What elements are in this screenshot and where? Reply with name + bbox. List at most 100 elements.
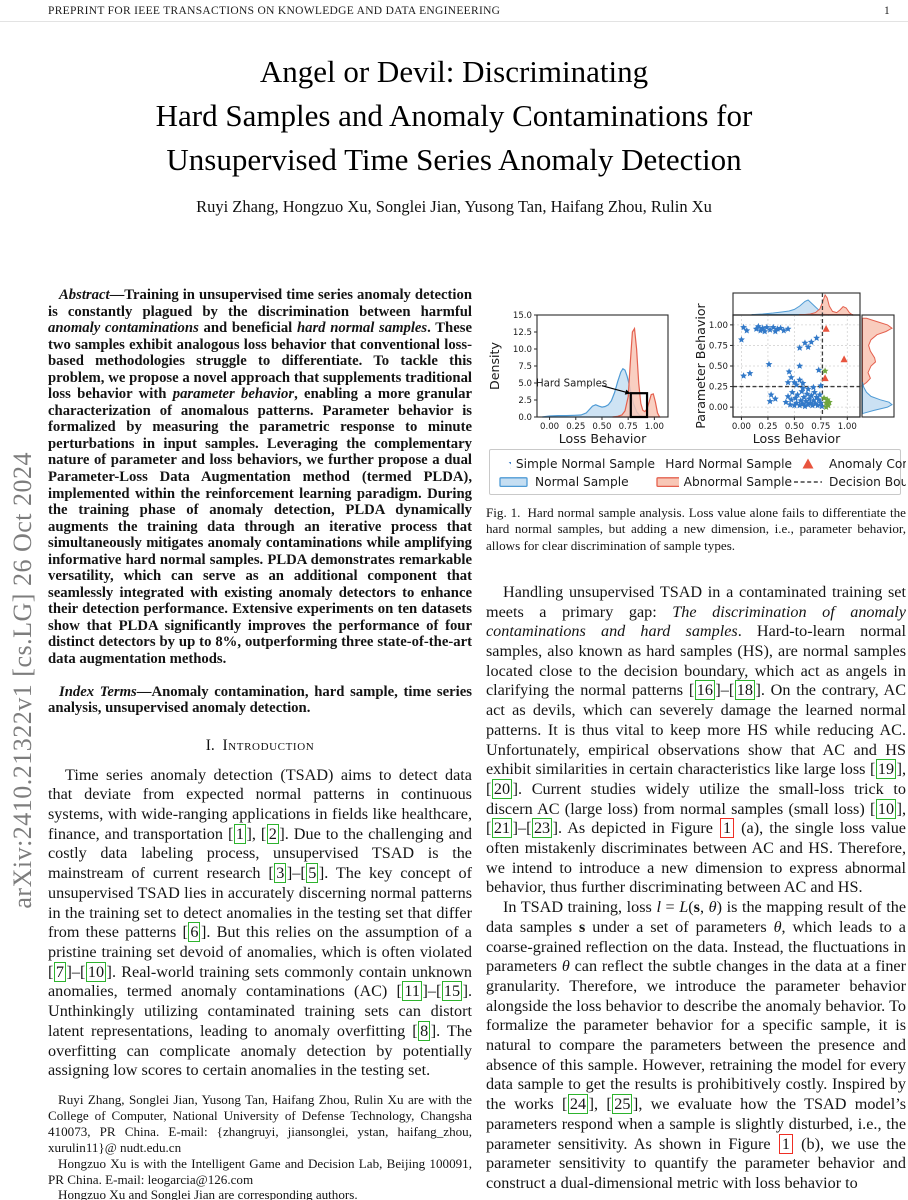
svg-text:0.50: 0.50 — [592, 422, 611, 432]
citation-ref-10[interactable]: 10 — [85, 961, 107, 982]
arxiv-watermark: arXiv:2410.21322v1 [cs.LG] 26 Oct 2024 — [4, 280, 42, 1080]
svg-text:Density: Density — [487, 342, 502, 390]
svg-text:Loss Behavior: Loss Behavior — [753, 431, 841, 446]
svg-text:2.5: 2.5 — [518, 396, 532, 406]
svg-text:0.25: 0.25 — [566, 422, 585, 432]
footnote-corresponding: Hongzuo Xu and Songlei Jian are correspo… — [58, 1187, 358, 1200]
legend-label: Anomaly Contamination — [829, 457, 906, 471]
star-icon — [655, 457, 660, 471]
legend-item-anomaly-contamination: Anomaly Contamination — [792, 457, 906, 471]
citation-ref-2[interactable]: 2 — [266, 823, 279, 844]
citation-ref-24[interactable]: 24 — [567, 1094, 589, 1115]
svg-text:7.5: 7.5 — [518, 362, 532, 372]
svg-text:0.75: 0.75 — [709, 341, 728, 351]
abstract-paragraph: Abstract—Training in unsupervised time s… — [48, 287, 473, 668]
svg-text:0.25: 0.25 — [709, 383, 728, 393]
section-title: Introduction — [222, 736, 315, 754]
citation-ref-25[interactable]: 25 — [612, 1094, 633, 1115]
citation-ref-10[interactable]: 10 — [875, 798, 897, 819]
svg-text:Hard Samples: Hard Samples — [536, 379, 607, 390]
legend-item-hard-normal-sample: Hard Normal Sample — [655, 457, 792, 471]
citation-ref-7[interactable]: 7 — [53, 961, 66, 982]
legend-label: Decision Boundary — [829, 475, 906, 489]
figure-ref-1[interactable]: 1 — [720, 818, 735, 839]
right-column: 0.00 0.25 0.50 0.75 1.00 0.0 2.5 5.0 7.5 10.0 12.5… — [486, 283, 906, 1200]
svg-text:0.0: 0.0 — [518, 413, 532, 423]
chart-density: 0.00 0.25 0.50 0.75 1.00 0.0 2.5 5.0 7.5 10.0 12.5… — [487, 311, 669, 446]
legend-label: Hard Normal Sample — [665, 457, 792, 471]
author-footnotes: Ruyi Zhang, Songlei Jian, Yusong Tan, Ha… — [48, 1092, 472, 1200]
left-column: Abstract—Training in unsupervised time s… — [48, 287, 472, 1081]
citation-ref-15[interactable]: 15 — [441, 981, 463, 1002]
index-terms-paragraph: Index Terms—Anomaly contamination, hard … — [48, 683, 472, 717]
citation-ref-19[interactable]: 19 — [875, 759, 897, 780]
patch-icon — [656, 477, 679, 488]
right-paragraph-2: In TSAD training, loss l = L(s, θ) is th… — [486, 898, 906, 1192]
legend-item-decision-boundary: Decision Boundary — [792, 475, 906, 489]
running-header: PREPRINT FOR IEEE TRANSACTIONS ON KNOWLE… — [48, 5, 890, 17]
section-number: I. — [205, 736, 215, 754]
page-number: 1 — [883, 5, 890, 17]
svg-text:0.00: 0.00 — [709, 403, 728, 413]
legend-label: Simple Normal Sample — [515, 457, 655, 471]
svg-text:1.00: 1.00 — [838, 422, 857, 432]
figure-1: 0.00 0.25 0.50 0.75 1.00 0.0 2.5 5.0 7.5 10.0 12.5… — [486, 283, 906, 497]
figure-ref-1[interactable]: 1 — [778, 1133, 793, 1154]
svg-text:0.00: 0.00 — [540, 422, 559, 432]
legend-item-abnormal-sample: Abnormal Sample — [655, 475, 792, 489]
figure-caption-text: Hard normal sample analysis. Loss value … — [486, 505, 906, 553]
figure-caption: Fig. 1. Hard normal sample analysis. Loss… — [486, 505, 906, 554]
svg-text:12.5: 12.5 — [513, 328, 532, 338]
legend-label: Abnormal Sample — [683, 475, 792, 489]
citation-ref-5[interactable]: 5 — [306, 863, 319, 884]
svg-text:0.25: 0.25 — [758, 422, 777, 432]
citation-ref-1[interactable]: 1 — [233, 823, 246, 844]
citation-ref-3[interactable]: 3 — [274, 863, 287, 884]
footnote-affiliation-1: Ruyi Zhang, Songlei Jian, Yusong Tan, Ha… — [48, 1092, 472, 1155]
svg-text:1.00: 1.00 — [709, 321, 728, 331]
citation-ref-18[interactable]: 18 — [734, 680, 755, 701]
figure-legend: Simple Normal Sample Hard Normal Sample An… — [489, 449, 906, 495]
legend-item-normal-sample: Normal Sample — [498, 475, 655, 489]
paper-title: Angel or Devil: Discriminating Hard Samp… — [60, 50, 848, 182]
running-title: PREPRINT FOR IEEE TRANSACTIONS ON KNOWLE… — [48, 5, 501, 17]
dashes-icon — [794, 481, 822, 483]
title-line-1: Angel or Devil: Discriminating — [259, 54, 649, 89]
section-heading-introduction: I. Introduction — [48, 737, 472, 755]
patch-icon — [499, 477, 528, 488]
svg-text:5.0: 5.0 — [518, 379, 532, 389]
svg-text:0.75: 0.75 — [619, 422, 638, 432]
svg-text:Parameter Behavior: Parameter Behavior — [693, 302, 708, 428]
legend-item-simple-normal-sample: Simple Normal Sample — [498, 457, 655, 471]
svg-text:0.00: 0.00 — [732, 422, 751, 432]
triangle-icon — [802, 458, 814, 469]
svg-text:0.75: 0.75 — [811, 422, 830, 432]
footnote-affiliation-2: Hongzuo Xu is with the Intelligent Game … — [48, 1155, 472, 1187]
citation-ref-20[interactable]: 20 — [491, 778, 513, 799]
svg-text:0.50: 0.50 — [709, 362, 728, 372]
svg-text:1.00: 1.00 — [645, 422, 664, 432]
citation-ref-8[interactable]: 8 — [418, 1020, 431, 1041]
title-line-3: Unsupervised Time Series Anomaly Detecti… — [166, 142, 742, 177]
citation-ref-6[interactable]: 6 — [188, 922, 201, 943]
chart-scatter: 0.00 0.25 0.50 0.75 1.00 0.00 0.25 0.50 0.75 1.00… — [693, 292, 895, 446]
title-line-2: Hard Samples and Anomaly Contaminations … — [155, 98, 753, 133]
citation-ref-21[interactable]: 21 — [491, 818, 513, 839]
citation-ref-16[interactable]: 16 — [694, 680, 715, 701]
star-icon — [508, 462, 511, 469]
arxiv-watermark-text: arXiv:2410.21322v1 [cs.LG] 26 Oct 2024 — [8, 451, 37, 909]
citation-ref-11[interactable]: 11 — [402, 981, 422, 1002]
citation-ref-23[interactable]: 23 — [531, 818, 553, 839]
intro-paragraph-1: Time series anomaly detection (TSAD) aim… — [48, 765, 473, 1080]
svg-text:15.0: 15.0 — [513, 311, 532, 321]
figure-caption-label: Fig. 1. — [486, 505, 521, 520]
figure1-charts: 0.00 0.25 0.50 0.75 1.00 0.0 2.5 5.0 7.5 10.0 12.5… — [486, 283, 906, 449]
right-paragraph-1: Handling unsupervised TSAD in a contamin… — [486, 582, 906, 897]
header-rule — [0, 21, 908, 22]
legend-label: Normal Sample — [535, 475, 629, 489]
authors-line: Ruyi Zhang, Hongzuo Xu, Songlei Jian, Yu… — [196, 197, 712, 216]
svg-text:10.0: 10.0 — [513, 345, 532, 355]
svg-text:0.50: 0.50 — [785, 422, 804, 432]
svg-text:Loss Behavior: Loss Behavior — [559, 431, 647, 446]
